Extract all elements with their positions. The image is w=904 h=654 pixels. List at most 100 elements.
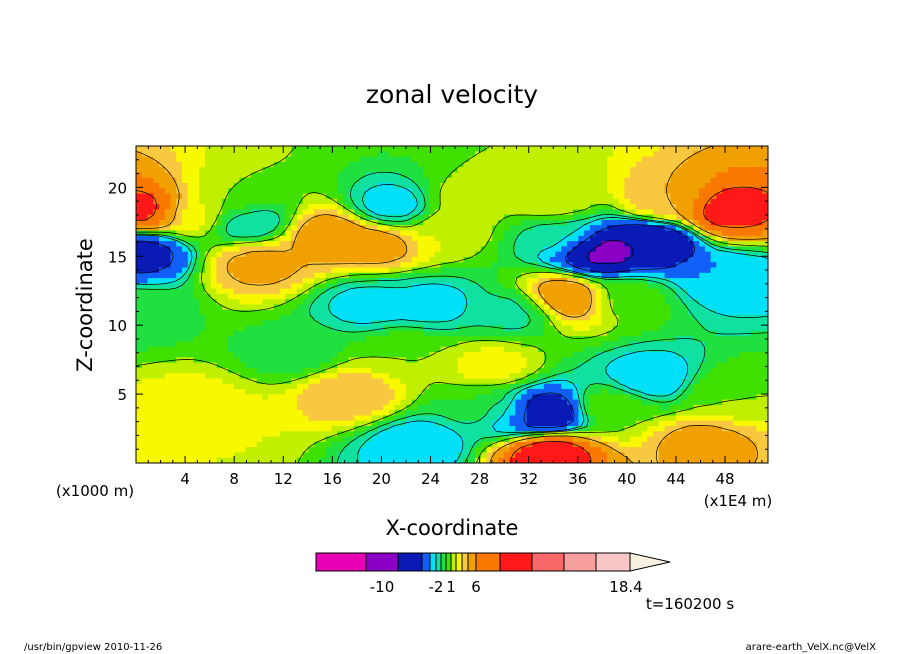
heat-cell bbox=[664, 161, 671, 168]
heat-cell bbox=[199, 315, 206, 321]
heat-cell bbox=[607, 225, 614, 232]
heat-cell bbox=[635, 172, 643, 179]
heat-cell bbox=[181, 330, 189, 337]
heat-cell bbox=[394, 362, 401, 369]
heat-cell bbox=[429, 330, 436, 337]
heat-cell bbox=[308, 172, 315, 179]
heat-cell bbox=[406, 330, 413, 337]
heat-cell bbox=[635, 373, 643, 380]
heat-cell bbox=[745, 241, 752, 247]
heat-cell bbox=[664, 267, 671, 274]
heat-cell bbox=[388, 146, 396, 152]
heat-cell bbox=[216, 357, 223, 364]
heat-cell bbox=[722, 172, 729, 179]
heat-cell bbox=[578, 283, 585, 290]
heat-cell bbox=[756, 362, 763, 369]
heat-cell bbox=[279, 309, 286, 316]
heat-cell bbox=[354, 299, 361, 306]
heat-cell bbox=[457, 341, 465, 348]
heat-cell bbox=[745, 278, 752, 284]
heat-cell bbox=[291, 177, 298, 184]
heat-cell bbox=[509, 299, 516, 306]
heat-cell bbox=[147, 167, 154, 174]
heat-cell bbox=[452, 341, 459, 348]
heat-cell bbox=[658, 346, 666, 353]
heat-cell bbox=[256, 225, 263, 232]
heat-cell bbox=[630, 193, 637, 200]
heat-cell bbox=[515, 283, 522, 290]
heat-cell bbox=[635, 304, 643, 311]
heat-cell bbox=[474, 357, 482, 364]
heat-cell bbox=[331, 304, 338, 311]
heat-cell bbox=[279, 193, 286, 200]
heat-cell bbox=[273, 177, 281, 184]
heat-cell bbox=[296, 256, 304, 263]
heat-cell bbox=[497, 235, 505, 242]
heat-cell bbox=[429, 198, 436, 205]
heat-cell bbox=[538, 235, 545, 242]
heat-cell bbox=[457, 235, 465, 242]
heat-cell bbox=[739, 156, 746, 163]
heat-cell bbox=[371, 151, 378, 158]
heat-cell bbox=[687, 352, 694, 358]
heat-cell bbox=[233, 256, 241, 263]
heat-cell bbox=[750, 373, 758, 380]
heat-cell bbox=[423, 193, 430, 200]
heat-cell bbox=[526, 182, 534, 189]
heat-cell bbox=[722, 188, 729, 195]
heat-cell bbox=[394, 357, 401, 364]
heat-cell bbox=[733, 251, 740, 258]
heat-cell bbox=[653, 177, 660, 184]
heat-cell bbox=[337, 367, 344, 374]
heat-cell bbox=[515, 352, 522, 358]
heat-cell bbox=[360, 362, 367, 369]
heat-cell bbox=[704, 256, 712, 263]
heat-cell bbox=[446, 262, 453, 269]
heat-cell bbox=[158, 256, 166, 263]
heat-cell bbox=[308, 256, 315, 263]
heat-cell bbox=[561, 304, 568, 311]
heat-cell bbox=[572, 309, 579, 316]
heat-cell bbox=[141, 204, 149, 210]
heat-cell bbox=[446, 304, 453, 311]
heat-cell bbox=[342, 267, 350, 274]
heat-cell bbox=[733, 352, 740, 358]
heat-cell bbox=[555, 272, 562, 279]
heat-cell bbox=[365, 262, 373, 269]
heat-cell bbox=[279, 256, 286, 263]
heat-cell bbox=[624, 156, 631, 163]
heat-cell bbox=[520, 262, 528, 269]
heat-cell bbox=[601, 288, 608, 295]
heat-cell bbox=[406, 230, 413, 237]
heat-cell bbox=[262, 283, 269, 290]
heat-cell bbox=[308, 204, 315, 210]
heat-cell bbox=[302, 156, 309, 163]
heat-cell bbox=[601, 272, 608, 279]
heat-cell bbox=[296, 219, 304, 226]
heat-cell bbox=[687, 235, 694, 242]
heat-cell bbox=[578, 209, 585, 216]
heat-cell bbox=[308, 182, 315, 189]
heat-cell bbox=[733, 151, 740, 158]
heat-cell bbox=[400, 225, 407, 232]
heat-cell bbox=[520, 161, 528, 168]
heat-cell bbox=[227, 373, 235, 380]
heat-cell bbox=[710, 362, 717, 369]
heat-cell bbox=[722, 341, 729, 348]
heat-cell bbox=[641, 235, 648, 242]
heat-cell bbox=[664, 182, 671, 189]
heat-cell bbox=[647, 193, 654, 200]
heat-cell bbox=[440, 320, 447, 327]
heat-cell bbox=[204, 156, 212, 163]
heat-cell bbox=[618, 304, 625, 311]
heat-cell bbox=[365, 267, 373, 274]
heat-cell bbox=[538, 267, 545, 274]
heat-cell bbox=[710, 235, 717, 242]
heat-cell bbox=[624, 188, 631, 195]
heat-cell bbox=[136, 241, 143, 247]
heat-cell bbox=[457, 188, 465, 195]
heat-cell bbox=[158, 309, 166, 316]
heat-cell bbox=[147, 373, 154, 380]
heat-cell bbox=[618, 219, 625, 226]
heat-cell bbox=[463, 225, 470, 232]
